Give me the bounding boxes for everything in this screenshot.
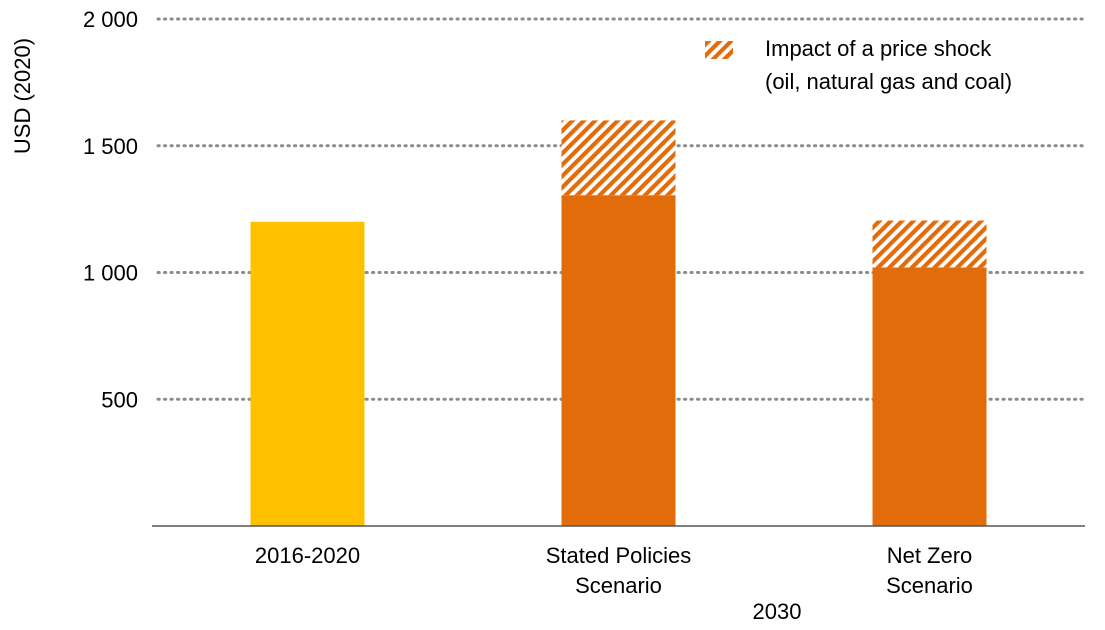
x-tick-label: Scenario — [575, 573, 662, 598]
legend: Impact of a price shock (oil, natural gas… — [705, 36, 1012, 94]
legend-line: (oil, natural gas and coal) — [765, 69, 1012, 94]
bar-2-price-shock — [561, 120, 676, 196]
x-tick-label: Scenario — [886, 573, 973, 598]
legend-swatch-hatch — [705, 41, 733, 59]
y-axis-label: USD (2020) — [10, 38, 35, 154]
legend-label: Impact of a price shock (oil, natural gas… — [765, 36, 1012, 94]
bar-1-base — [250, 221, 365, 527]
y-axis-ticks: 500 1 000 1 500 2 000 — [83, 7, 138, 412]
x-tick-label: Net Zero — [887, 543, 973, 568]
bar-3-base — [872, 267, 987, 526]
bar-3-price-shock — [872, 220, 987, 268]
y-tick-label: 500 — [101, 387, 138, 412]
x-group-label-2030: 2030 — [753, 599, 802, 624]
x-tick-label: Stated Policies — [546, 543, 692, 568]
y-tick-label: 1 500 — [83, 134, 138, 159]
x-axis-ticks: 2016-2020 Stated Policies Scenario Net Zero… — [255, 543, 973, 598]
y-tick-label: 2 000 — [83, 7, 138, 32]
x-tick-label: 2016-2020 — [255, 543, 360, 568]
y-tick-label: 1 000 — [83, 261, 138, 286]
bar-2-base — [561, 195, 676, 526]
bars — [250, 120, 987, 527]
legend-line: Impact of a price shock — [765, 36, 992, 61]
